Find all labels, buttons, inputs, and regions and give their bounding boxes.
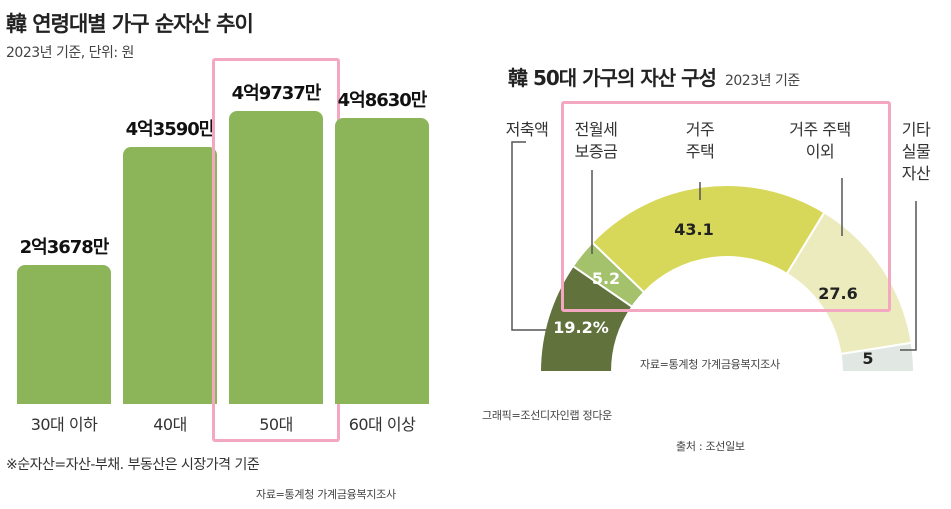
bar-category-label: 60대 이상 bbox=[348, 415, 416, 434]
bar-chart: 2억3678만 30대 이하 4억3590만 40대 4억9737만 50대 4억8630만… bbox=[0, 0, 450, 509]
pie-slice-3 bbox=[590, 184, 826, 294]
pie-category-label: 거주 주택 이외 bbox=[789, 120, 851, 161]
pie-category-label: 거주 주택 bbox=[685, 120, 715, 161]
pie-category-label: 기타 실물 자산 bbox=[901, 120, 931, 183]
bar-category-label: 50대 bbox=[259, 415, 293, 434]
pie-value-label: 5.2 bbox=[592, 269, 620, 288]
pie-chart-subtitle: 2023년 기준 bbox=[724, 73, 800, 89]
leader-line bbox=[511, 141, 546, 331]
bar-chart-title: 韓 연령대별 가구 순자산 추이 bbox=[6, 12, 254, 36]
pie-chart-source: 자료=통계청 가계금융복지조사 bbox=[640, 358, 780, 371]
bar-3 bbox=[229, 111, 323, 404]
pie-category-label: 저축액 bbox=[505, 120, 549, 139]
pie-value-label: 27.6 bbox=[818, 284, 857, 303]
bar-chart-footnote: ※순자산=자산-부채. 부동산은 시장가격 기준 bbox=[6, 457, 260, 473]
bar-value-label: 4억8630만 bbox=[337, 89, 428, 111]
pie-category-label: 전월세 보증금 bbox=[574, 120, 618, 161]
bar-value-label: 2억3678만 bbox=[19, 236, 110, 258]
bar-2 bbox=[123, 147, 217, 404]
pie-slice-5 bbox=[839, 341, 916, 373]
leader-line bbox=[900, 201, 917, 351]
graphic-credit: 그래픽=조선디자인랩 정다운 bbox=[482, 409, 612, 422]
bar-category-label: 40대 bbox=[153, 415, 187, 434]
pie-chart-heading: 韓 50대 가구의 자산 구성 2023년 기준 bbox=[508, 62, 800, 91]
pie-chart-title: 韓 50대 가구의 자산 구성 bbox=[508, 66, 717, 90]
bar-1 bbox=[17, 264, 111, 404]
pie-highlight-box bbox=[561, 101, 891, 312]
bar-4 bbox=[335, 117, 429, 404]
bar-value-label: 4억9737만 bbox=[231, 83, 322, 104]
pie-value-label: 19.2% bbox=[553, 318, 609, 337]
bar-chart-source: 자료=통계청 가계금융복지조사 bbox=[256, 488, 396, 501]
bar-value-label: 4억3590만 bbox=[125, 119, 216, 141]
bar-chart-subtitle: 2023년 기준, 단위: 원 bbox=[6, 45, 134, 61]
bar-category-label: 30대 이하 bbox=[30, 415, 98, 434]
origin-credit: 출처 : 조선일보 bbox=[676, 440, 745, 453]
pie-value-label: 43.1 bbox=[674, 220, 713, 239]
pie-value-label: 5 bbox=[862, 349, 873, 368]
